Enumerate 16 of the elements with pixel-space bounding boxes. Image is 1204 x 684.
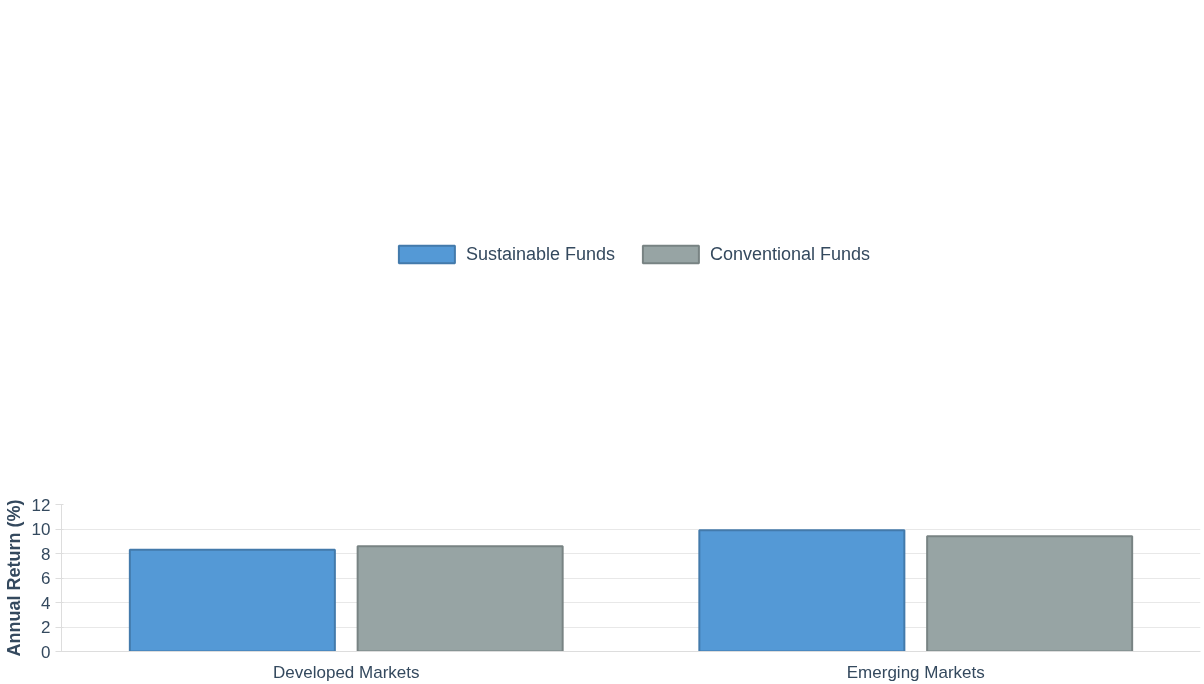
y-tick-label: 8 — [41, 544, 51, 564]
bar — [356, 545, 564, 652]
y-tick-label: 0 — [41, 642, 51, 662]
bar — [698, 529, 906, 652]
legend-label: Sustainable Funds — [465, 243, 615, 265]
bar — [926, 535, 1134, 652]
y-axis-title: Annual Return (%) — [3, 499, 24, 657]
y-tick-label: 2 — [41, 618, 51, 637]
x-tick-label: Emerging Markets — [846, 662, 985, 682]
y-tick-label: 6 — [41, 569, 51, 588]
y-tick-label: 12 — [31, 495, 51, 515]
y-tick-label: 4 — [41, 593, 51, 613]
bar — [128, 548, 336, 652]
legend-label: Conventional Funds — [710, 243, 871, 265]
y-tick-label: 10 — [31, 520, 51, 539]
x-tick-label: Developed Markets — [273, 662, 420, 682]
